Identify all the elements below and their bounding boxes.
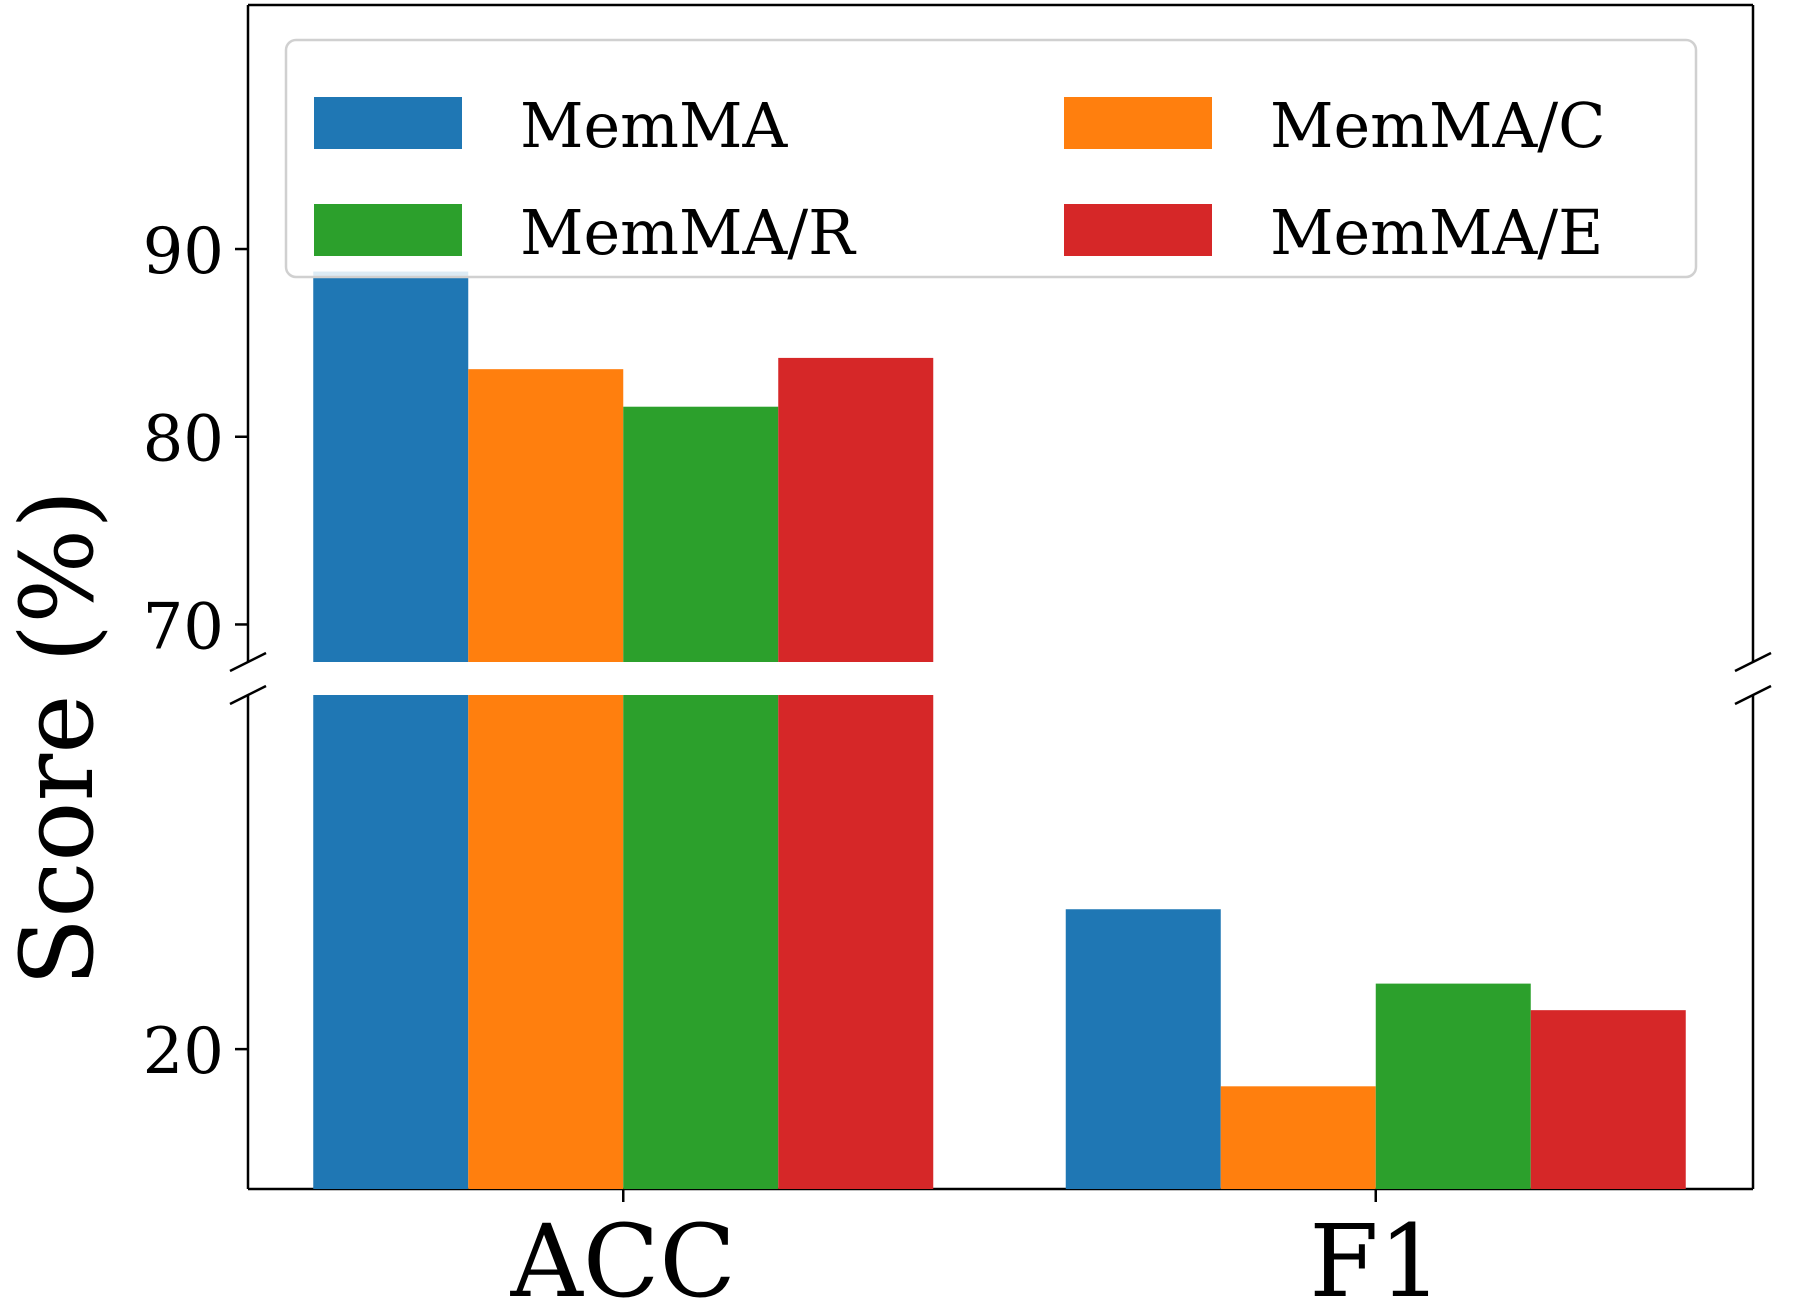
x-tick-label-f1: F1 xyxy=(1309,1203,1442,1305)
y-tick-label: 20 xyxy=(143,1015,224,1089)
bar-memma-r-acc-lower xyxy=(623,695,779,1189)
bar-memma-acc-upper xyxy=(313,271,469,662)
axis-break-mark xyxy=(229,651,267,673)
axes-group: 70 80 90 20 ACC F1 xyxy=(143,215,1772,1305)
legend-swatch-memma xyxy=(314,97,462,149)
axis-break-mark xyxy=(229,684,267,706)
bar-memma-c-acc-upper xyxy=(468,369,624,662)
bar-memma-f1-lower xyxy=(1065,909,1221,1189)
bar-memma-r-acc-upper xyxy=(623,406,779,662)
bar-memma-r-f1-lower xyxy=(1375,983,1531,1189)
legend: MemMA MemMA/C MemMA/R MemMA/E xyxy=(284,38,1698,279)
bar-memma-e-acc-upper xyxy=(778,357,934,662)
legend-swatch-memma-r xyxy=(314,204,462,256)
legend-swatch-memma-e xyxy=(1064,204,1212,256)
axis-break-mark xyxy=(1734,684,1772,706)
bars-group xyxy=(313,271,1686,1189)
y-tick-label: 90 xyxy=(143,215,224,289)
y-axis-label: Score (%) xyxy=(0,490,116,987)
y-tick-label: 70 xyxy=(143,590,224,664)
legend-label-memma: MemMA xyxy=(520,89,788,162)
bar-memma-e-f1-lower xyxy=(1530,1010,1686,1189)
bar-memma-acc-lower xyxy=(313,695,469,1189)
x-tick-label-acc: ACC xyxy=(510,1203,736,1305)
legend-swatch-memma-c xyxy=(1064,97,1212,149)
axis-break-mark xyxy=(1734,651,1772,673)
bar-memma-c-f1-lower xyxy=(1220,1086,1376,1189)
bar-memma-c-acc-lower xyxy=(468,695,624,1189)
legend-label-memma-e: MemMA/E xyxy=(1270,196,1603,269)
y-tick-label: 80 xyxy=(143,403,224,477)
legend-frame xyxy=(284,38,1698,279)
bar-memma-e-acc-lower xyxy=(778,695,934,1189)
legend-label-memma-c: MemMA/C xyxy=(1270,89,1606,162)
legend-label-memma-r: MemMA/R xyxy=(520,196,857,269)
